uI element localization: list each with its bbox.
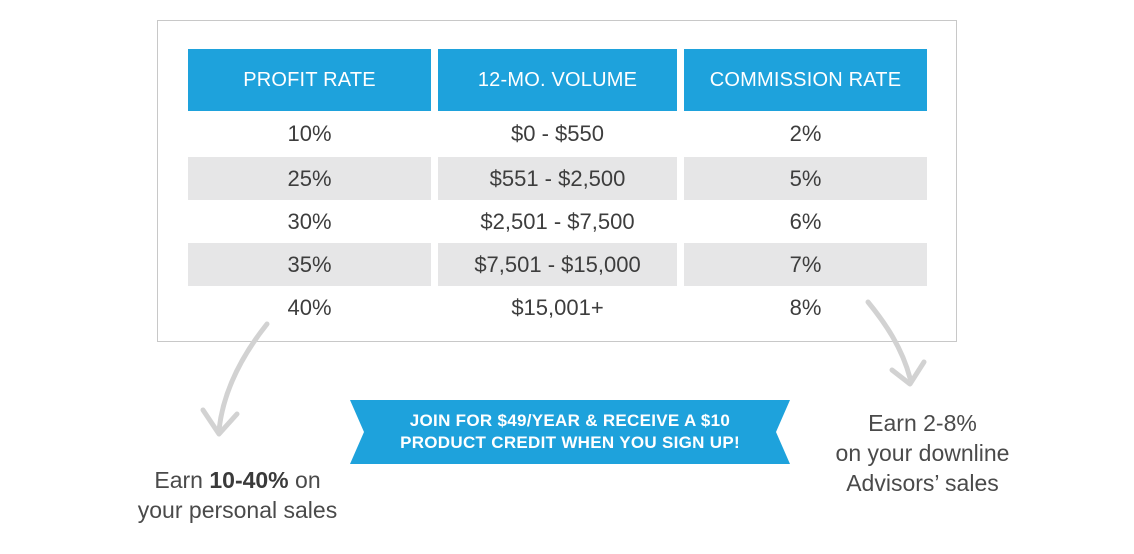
personal-sales-line-1: Earn 10-40% on [80, 465, 395, 495]
ribbon-shape [350, 400, 790, 464]
table-row: 30% $2,501 - $7,500 6% [188, 200, 927, 243]
profit-rate-cell: 10% [287, 121, 332, 146]
volume-cell: $551 - $2,500 [438, 157, 677, 200]
personal-suffix: on [288, 467, 321, 493]
commission-table-card: PROFIT RATE 12-MO. VOLUME COMMISSION RAT… [157, 20, 957, 342]
banner-text: JOIN FOR $49/YEAR & RECEIVE A $10 PRODUC… [350, 410, 790, 454]
commission-rate-cell: 7% [684, 243, 927, 286]
personal-rate-highlight: 10-40% [209, 467, 289, 493]
commission-rate-cell: 5% [684, 157, 927, 200]
header-12-mo-volume: 12-MO. VOLUME [438, 49, 677, 111]
commission-rate-cell: 8% [789, 294, 822, 320]
commission-rate-table: PROFIT RATE 12-MO. VOLUME COMMISSION RAT… [181, 49, 934, 329]
curved-arrow-down-left-icon [200, 321, 270, 437]
personal-sales-line-2: your personal sales [137, 497, 338, 523]
header-commission-rate: COMMISSION RATE [684, 49, 927, 111]
header-profit-rate: PROFIT RATE [188, 49, 431, 111]
profit-rate-cell: 25% [188, 157, 431, 200]
commission-rate-cell: 2% [789, 121, 822, 146]
downline-line-2: on your downline [835, 440, 1010, 466]
table-row: 10% $0 - $550 2% [188, 111, 927, 157]
table-row: 35% $7,501 - $15,000 7% [188, 243, 927, 286]
downline-sales-note: Earn 2-8% on your downline Advisors’ sal… [795, 408, 1050, 498]
table-row: 25% $551 - $2,500 5% [188, 157, 927, 200]
personal-sales-note: Earn 10-40% on your personal sales [80, 465, 395, 525]
downline-line-3: Advisors’ sales [846, 470, 999, 496]
profit-rate-cell: 30% [287, 208, 332, 234]
downline-line-1: Earn 2-8% [868, 410, 977, 436]
volume-cell: $7,501 - $15,000 [438, 243, 677, 286]
profit-rate-cell: 35% [188, 243, 431, 286]
table-row: 40% $15,001+ 8% [188, 286, 927, 329]
banner-line-1: JOIN FOR $49/YEAR & RECEIVE A $10 [409, 411, 731, 430]
banner-line-2: PRODUCT CREDIT WHEN YOU SIGN UP! [400, 433, 740, 452]
profit-rate-cell: 40% [287, 294, 332, 320]
membership-offer-banner: JOIN FOR $49/YEAR & RECEIVE A $10 PRODUC… [350, 400, 790, 464]
volume-cell: $2,501 - $7,500 [480, 208, 635, 234]
volume-cell: $0 - $550 [511, 121, 604, 146]
curved-arrow-down-right-icon [865, 299, 927, 387]
table-header-row: PROFIT RATE 12-MO. VOLUME COMMISSION RAT… [188, 49, 927, 111]
personal-prefix: Earn [154, 467, 210, 493]
commission-rate-cell: 6% [789, 208, 822, 234]
volume-cell: $15,001+ [511, 294, 604, 320]
